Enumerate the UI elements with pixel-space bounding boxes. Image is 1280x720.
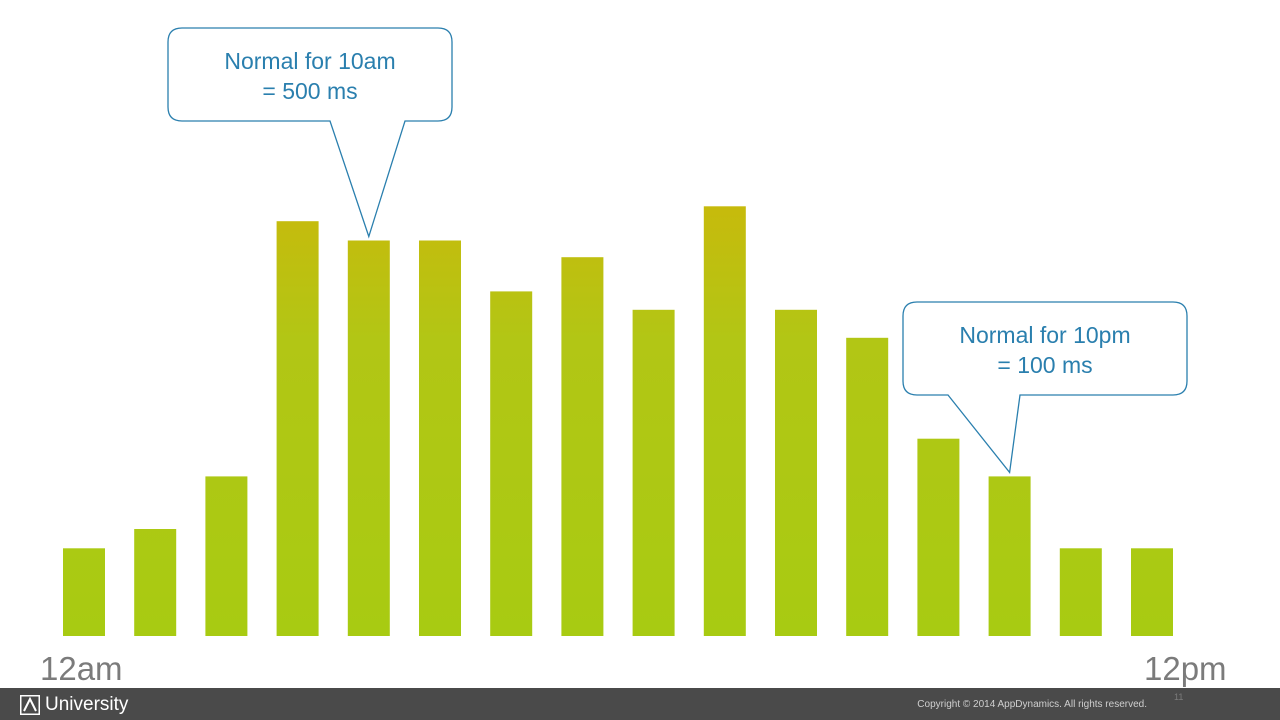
bar-14: [1059, 548, 1102, 636]
bar-3: [276, 221, 319, 636]
x-axis-end-label: 12pm: [1144, 650, 1227, 687]
bar-2: [205, 476, 248, 636]
bar-12: [917, 438, 960, 636]
callout-10pm-line1: Normal for 10pm: [959, 322, 1131, 348]
callout-10am-line1: Normal for 10am: [224, 48, 396, 74]
callout-10pm-line2: = 100 ms: [997, 352, 1093, 378]
copyright-text: Copyright © 2014 AppDynamics. All rights…: [917, 699, 1147, 710]
bar-8: [632, 309, 675, 636]
bar-7: [561, 257, 604, 636]
callout-10pm-text: Normal for 10pm = 100 ms: [903, 320, 1187, 380]
bar-5: [419, 240, 461, 636]
bar-10: [775, 309, 817, 636]
footer-bar: University Copyright © 2014 AppDynamics.…: [0, 688, 1280, 720]
bar-chart: [63, 27, 1188, 637]
bar-0: [63, 548, 105, 636]
bar-1: [134, 529, 177, 636]
bar-15: [1131, 548, 1173, 636]
callout-bubble-1: [902, 301, 1188, 474]
callout-10am-line2: = 500 ms: [262, 78, 358, 104]
brand-logo: University: [20, 694, 128, 716]
callout-bubble-0: [167, 27, 453, 239]
bar-4: [347, 240, 390, 636]
bar-6: [490, 291, 533, 636]
brand-name: University: [45, 694, 129, 715]
bar-13: [988, 476, 1031, 636]
callout-10am-text: Normal for 10am = 500 ms: [168, 46, 452, 106]
appdynamics-a-icon: [20, 695, 40, 715]
bar-11: [846, 337, 889, 636]
x-axis-start-label: 12am: [40, 650, 123, 687]
bar-9: [703, 206, 746, 637]
page-number: 11: [1174, 692, 1184, 702]
